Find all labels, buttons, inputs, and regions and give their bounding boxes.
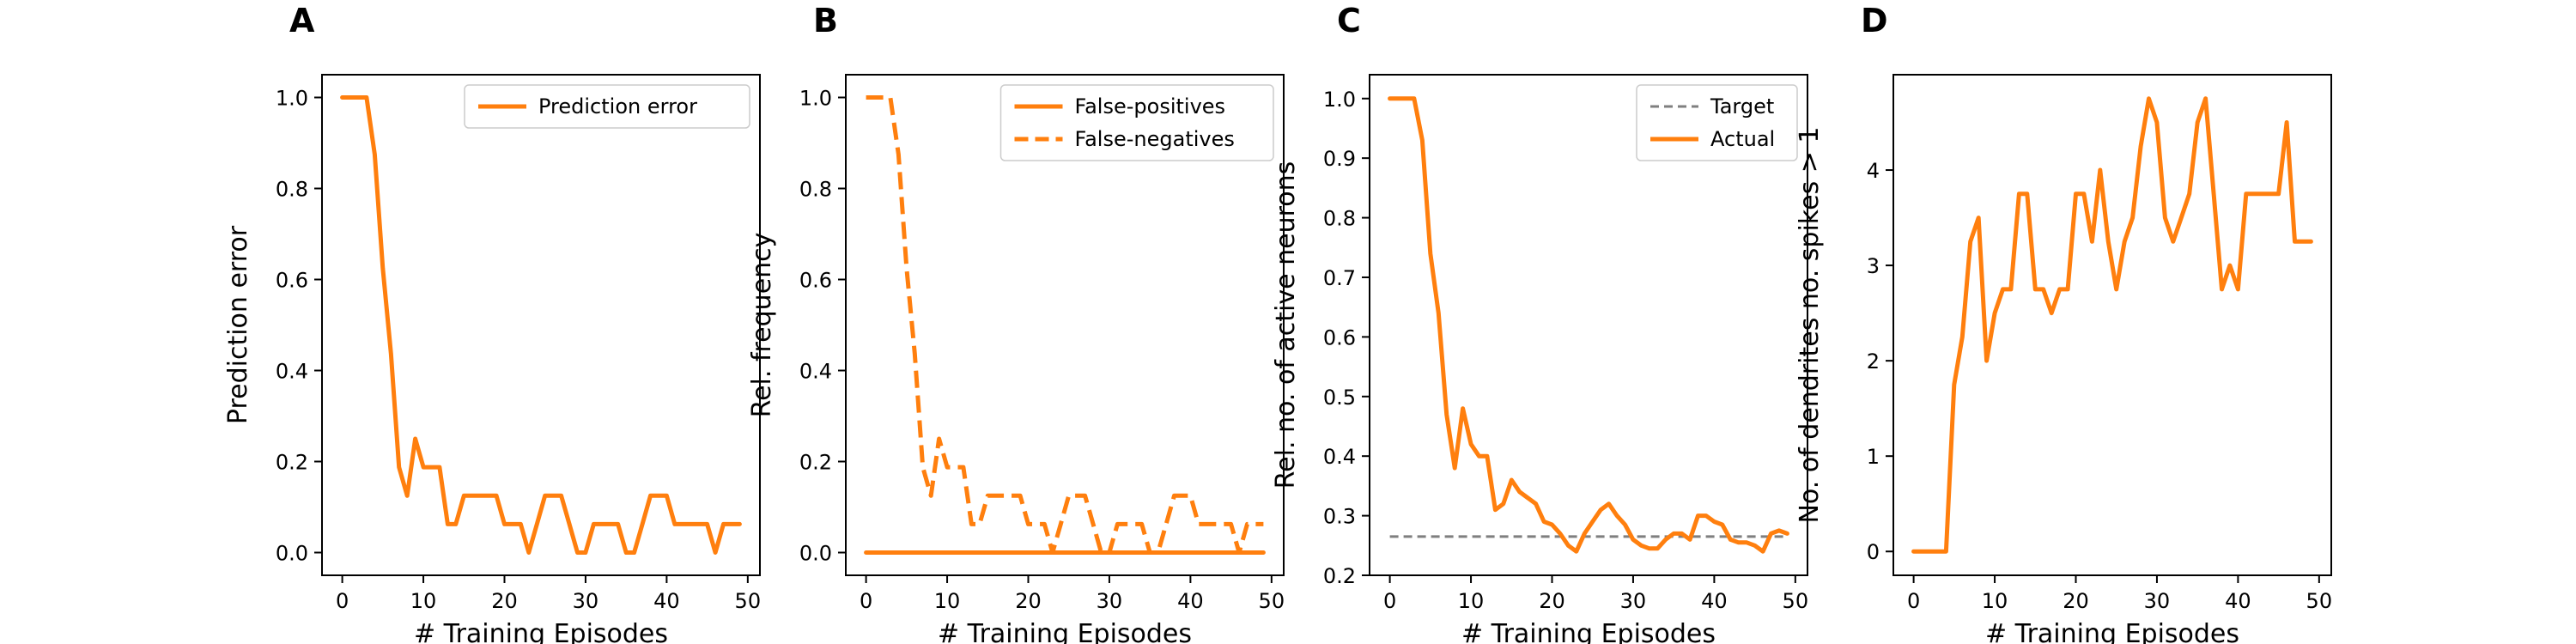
y-tick-label: 0.7 — [1323, 266, 1356, 290]
x-axis-label: # Training Episodes — [938, 619, 1192, 644]
x-tick-label: 0 — [336, 589, 349, 613]
x-tick-label: 20 — [1539, 589, 1565, 613]
x-tick-label: 0 — [1907, 589, 1920, 613]
series-group — [340, 95, 742, 555]
y-axis-label: No. of dendrites no. spikes > 1 — [1795, 126, 1825, 523]
x-tick-label: 30 — [573, 589, 599, 613]
axes-frame — [845, 74, 1285, 576]
y-tick-label: 0.2 — [1323, 564, 1356, 588]
panel-c: C 0 10 20 30 40 50 0.2 0.3 0.4 0.5 0.6 0.7 0.8 0.9 1.0 #… — [1271, 2, 1808, 644]
y-tick-label: 0.0 — [799, 542, 832, 566]
x-axis-label: # Training Episodes — [1985, 619, 2239, 644]
panel-letter: C — [1337, 2, 1361, 39]
y-tick-label: 4 — [1867, 159, 1880, 183]
y-tick-label: 1 — [1867, 445, 1880, 469]
x-tick-label: 0 — [1383, 589, 1396, 613]
legend-label: Prediction error — [538, 94, 697, 118]
x-tick-label: 10 — [410, 589, 437, 613]
legend-box — [1636, 84, 1798, 161]
y-tick-label: 0 — [1867, 540, 1880, 564]
y-tick-label: 0.4 — [799, 360, 832, 384]
legend-label: Target — [1710, 94, 1774, 118]
x-tick-label: 50 — [2306, 589, 2333, 613]
x-tick-label: 20 — [2063, 589, 2089, 613]
series-line — [1911, 96, 2313, 554]
panel-b: B 0 10 20 30 40 50 0.0 0.2 0.4 0.6 0.8 1.0 # Training… — [747, 2, 1285, 644]
panel-letter: B — [813, 2, 838, 39]
x-tick-label: 40 — [653, 589, 680, 613]
legend: Target Actual — [1636, 84, 1798, 161]
x-tick-label: 50 — [1783, 589, 1809, 613]
legend-label: False-positives — [1075, 94, 1226, 118]
x-tick-label: 0 — [860, 589, 872, 613]
legend-box — [464, 84, 750, 129]
panel-letter: D — [1861, 2, 1888, 39]
y-axis-label: Prediction error — [223, 225, 253, 424]
legend: Prediction error — [464, 84, 750, 129]
x-tick-label: 50 — [735, 589, 762, 613]
x-tick-label: 20 — [1015, 589, 1042, 613]
series-actual — [1388, 96, 1789, 554]
y-tick-label: 1.0 — [276, 87, 308, 111]
y-tick-label: 0.8 — [276, 178, 308, 202]
y-tick-label: 3 — [1867, 254, 1880, 278]
panel-d: D 0 10 20 30 40 50 0 1 2 3 4 # Training Episodes No. … — [1795, 2, 2332, 644]
x-axis-label: # Training Episodes — [1461, 619, 1716, 644]
legend-label: Actual — [1710, 127, 1775, 151]
x-tick-label: 50 — [1259, 589, 1285, 613]
x-tick-label: 40 — [2225, 589, 2251, 613]
x-axis-label: # Training Episodes — [414, 619, 668, 644]
legend-label: False-negatives — [1075, 127, 1235, 151]
panel-a: A 0 10 20 30 40 50 0.0 0.2 0.4 0.6 0.8 1.0 # Training… — [223, 2, 761, 644]
axes-frame — [1369, 74, 1808, 576]
x-tick-label: 20 — [491, 589, 518, 613]
x-tick-label: 40 — [1177, 589, 1204, 613]
y-tick-label: 2 — [1867, 349, 1880, 374]
x-tick-label: 40 — [1701, 589, 1728, 613]
y-tick-label: 1.0 — [799, 87, 832, 111]
y-tick-label: 0.2 — [276, 451, 308, 475]
legend-box — [999, 84, 1274, 161]
y-tick-label: 0.4 — [1323, 445, 1356, 469]
axes-frame — [321, 74, 761, 576]
series-prediction-error — [340, 95, 742, 555]
y-tick-label: 0.4 — [276, 360, 308, 384]
panel-letter: A — [289, 2, 315, 39]
y-tick-label: 0.9 — [1323, 147, 1356, 171]
y-tick-label: 0.8 — [1323, 207, 1356, 231]
x-tick-label: 30 — [1097, 589, 1123, 613]
y-tick-label: 0.6 — [1323, 325, 1356, 349]
legend: False-positives False-negatives — [999, 84, 1274, 161]
y-tick-label: 0.6 — [276, 269, 308, 293]
x-tick-label: 10 — [1458, 589, 1485, 613]
axes-frame — [1893, 74, 2332, 576]
y-tick-label: 0.2 — [799, 451, 832, 475]
x-tick-label: 10 — [934, 589, 961, 613]
x-tick-label: 30 — [2144, 589, 2171, 613]
y-tick-label: 0.0 — [276, 542, 308, 566]
x-tick-label: 30 — [1620, 589, 1647, 613]
y-tick-label: 1.0 — [1323, 88, 1356, 112]
x-tick-label: 10 — [1982, 589, 2008, 613]
y-tick-label: 0.8 — [799, 178, 832, 202]
y-tick-label: 0.3 — [1323, 505, 1356, 529]
y-tick-label: 0.5 — [1323, 386, 1356, 410]
series-group — [864, 95, 1266, 555]
series-group — [1388, 96, 1789, 554]
series-false-negatives — [866, 95, 1264, 555]
series-group — [1911, 96, 2313, 554]
y-axis-label: Rel. no. of active neurons — [1271, 161, 1301, 489]
y-axis-label: Rel. frequency — [747, 233, 777, 418]
y-tick-label: 0.6 — [799, 269, 832, 293]
